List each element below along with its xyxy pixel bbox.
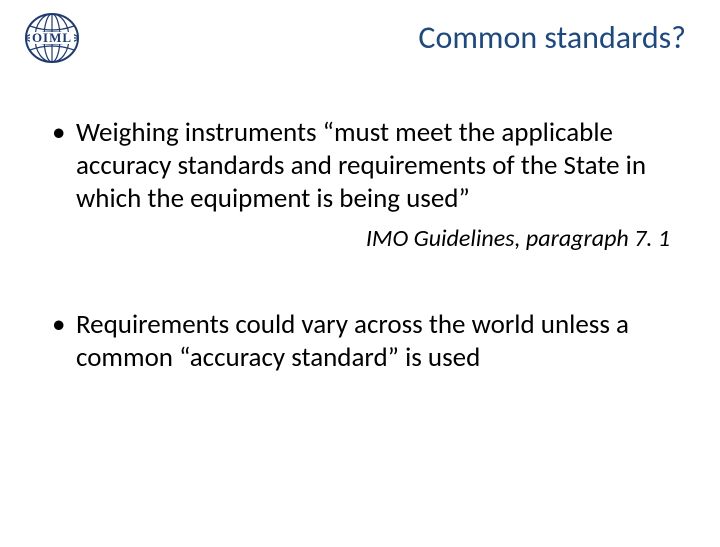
slide-content: Weighing instruments “must meet the appl… [30, 117, 690, 375]
oiml-logo: OIML [16, 10, 88, 66]
bullet-text: Requirements could vary across the world… [76, 308, 629, 374]
slide: OIML Common standards? Weighing instrume… [0, 0, 720, 547]
bullet-text: Weighing instruments “must meet the appl… [76, 116, 646, 215]
citation: IMO Guidelines, paragraph 7. 1 [48, 224, 680, 253]
slide-title: Common standards? [30, 18, 690, 57]
svg-text:OIML: OIML [32, 30, 72, 45]
bullet-item: Weighing instruments “must meet the appl… [48, 117, 680, 216]
bullet-list: Weighing instruments “must meet the appl… [48, 117, 680, 216]
bullet-item: Requirements could vary across the world… [48, 309, 680, 375]
bullet-list: Requirements could vary across the world… [48, 309, 680, 375]
